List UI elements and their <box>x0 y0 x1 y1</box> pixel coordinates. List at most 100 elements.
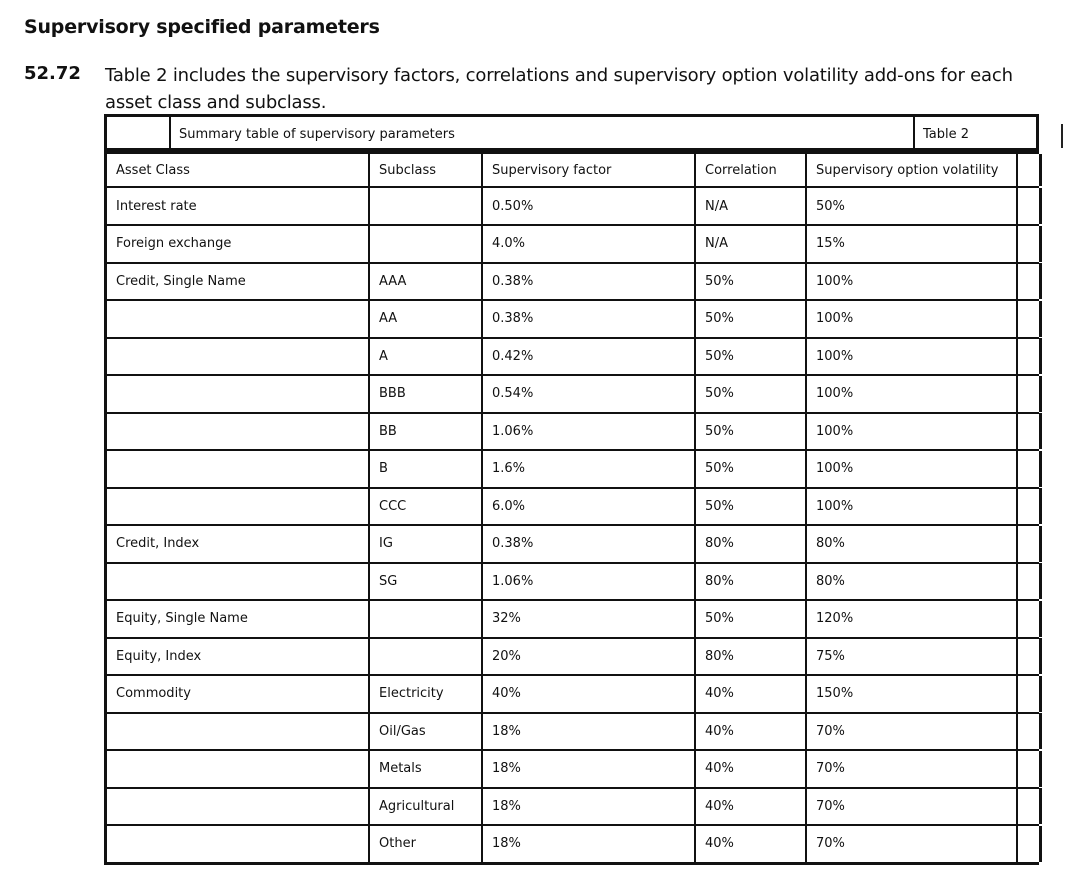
subclass-cell: IG <box>370 525 483 562</box>
table-row: BB 1.06% 50% 100% <box>104 413 1042 451</box>
asset-class-cell: Interest rate <box>107 188 370 224</box>
correlation-cell: 80% <box>696 638 807 674</box>
table-row: B 1.6% 50% 100% <box>104 450 1042 489</box>
blank-cell <box>1018 563 1042 599</box>
option-volatility-cell: 100% <box>807 263 1018 299</box>
option-volatility-cell: 70% <box>807 750 1018 787</box>
blank-cell <box>1018 825 1042 862</box>
blank-cell <box>1018 263 1042 299</box>
asset-class-cell: Equity, Index <box>107 638 370 674</box>
option-volatility-cell: 150% <box>807 675 1018 712</box>
option-volatility-cell: 100% <box>807 300 1018 337</box>
subclass-cell <box>370 638 483 674</box>
correlation-cell: 40% <box>696 788 807 824</box>
option-volatility-cell: 75% <box>807 638 1018 674</box>
caption-table-number: Table 2 <box>923 127 970 142</box>
asset-class-cell: Commodity <box>107 675 370 712</box>
table-row: Commodity Electricity 40% 40% 150% <box>104 675 1042 714</box>
blank-cell <box>1018 225 1042 262</box>
option-volatility-cell: 50% <box>807 188 1018 224</box>
asset-class-cell <box>107 563 370 599</box>
correlation-cell: 50% <box>696 600 807 637</box>
supervisory-factor-cell: 0.42% <box>483 338 696 374</box>
blank-cell <box>1018 525 1042 562</box>
supervisory-factor-cell: 0.38% <box>483 525 696 562</box>
blank-cell <box>1018 188 1042 224</box>
section-heading: Supervisory specified parameters <box>24 16 380 38</box>
correlation-cell: 80% <box>696 525 807 562</box>
asset-class-cell <box>107 300 370 337</box>
header-asset-class: Asset Class <box>107 154 370 186</box>
subclass-cell: Other <box>370 825 483 862</box>
table-row: Equity, Index 20% 80% 75% <box>104 638 1042 676</box>
supervisory-factor-cell: 18% <box>483 825 696 862</box>
table-row: Equity, Single Name 32% 50% 120% <box>104 600 1042 639</box>
blank-cell <box>1018 638 1042 674</box>
option-volatility-cell: 70% <box>807 788 1018 824</box>
header-supervisory-factor: Supervisory factor <box>483 154 696 186</box>
asset-class-cell <box>107 413 370 449</box>
option-volatility-cell: 100% <box>807 413 1018 449</box>
correlation-cell: 40% <box>696 713 807 749</box>
subclass-cell: Metals <box>370 750 483 787</box>
table-row: Credit, Single Name AAA 0.38% 50% 100% <box>104 263 1042 301</box>
supervisory-factor-cell: 1.06% <box>483 563 696 599</box>
blank-cell <box>1018 675 1042 712</box>
supervisory-parameters-table: Asset Class Subclass Supervisory factor … <box>104 151 1042 865</box>
asset-class-cell <box>107 750 370 787</box>
correlation-cell: 50% <box>696 263 807 299</box>
subclass-cell: AA <box>370 300 483 337</box>
correlation-cell: 50% <box>696 450 807 487</box>
blank-cell <box>1018 788 1042 824</box>
correlation-cell: 50% <box>696 300 807 337</box>
blank-cell <box>1018 413 1042 449</box>
subclass-cell: AAA <box>370 263 483 299</box>
asset-class-cell <box>107 788 370 824</box>
asset-class-cell: Foreign exchange <box>107 225 370 262</box>
table-row: Foreign exchange 4.0% N/A 15% <box>104 225 1042 264</box>
option-volatility-cell: 70% <box>807 713 1018 749</box>
supervisory-factor-cell: 0.38% <box>483 300 696 337</box>
option-volatility-cell: 100% <box>807 375 1018 412</box>
table-row: Oil/Gas 18% 40% 70% <box>104 713 1042 751</box>
asset-class-cell <box>107 825 370 862</box>
asset-class-cell <box>107 338 370 374</box>
correlation-cell: 50% <box>696 375 807 412</box>
header-option-volatility: Supervisory option volatility <box>807 154 1018 186</box>
paragraph-number: 52.72 <box>24 63 81 84</box>
subclass-cell: B <box>370 450 483 487</box>
header-blank <box>1018 154 1042 186</box>
blank-cell <box>1018 375 1042 412</box>
asset-class-cell: Credit, Single Name <box>107 263 370 299</box>
caption-blank-cell <box>107 117 171 148</box>
option-volatility-cell: 120% <box>807 600 1018 637</box>
blank-cell <box>1018 300 1042 337</box>
correlation-cell: 40% <box>696 825 807 862</box>
correlation-cell: 40% <box>696 750 807 787</box>
subclass-cell: Electricity <box>370 675 483 712</box>
supervisory-factor-cell: 32% <box>483 600 696 637</box>
subclass-cell: BB <box>370 413 483 449</box>
subclass-cell: BBB <box>370 375 483 412</box>
table-row: BBB 0.54% 50% 100% <box>104 375 1042 414</box>
option-volatility-cell: 15% <box>807 225 1018 262</box>
supervisory-factor-cell: 1.06% <box>483 413 696 449</box>
correlation-cell: 50% <box>696 488 807 524</box>
caption-divider <box>913 117 915 148</box>
blank-cell <box>1018 488 1042 524</box>
subclass-cell: SG <box>370 563 483 599</box>
supervisory-factor-cell: 18% <box>483 788 696 824</box>
correlation-cell: 40% <box>696 675 807 712</box>
blank-cell <box>1018 450 1042 487</box>
blank-cell <box>1018 600 1042 637</box>
table-caption: Summary table of supervisory parameters … <box>104 114 1039 151</box>
asset-class-cell: Credit, Index <box>107 525 370 562</box>
option-volatility-cell: 70% <box>807 825 1018 862</box>
table-row: Other 18% 40% 70% <box>104 825 1042 865</box>
table-row: CCC 6.0% 50% 100% <box>104 488 1042 526</box>
supervisory-factor-cell: 0.38% <box>483 263 696 299</box>
option-volatility-cell: 100% <box>807 338 1018 374</box>
table-row: Agricultural 18% 40% 70% <box>104 788 1042 826</box>
correlation-cell: N/A <box>696 188 807 224</box>
option-volatility-cell: 100% <box>807 488 1018 524</box>
